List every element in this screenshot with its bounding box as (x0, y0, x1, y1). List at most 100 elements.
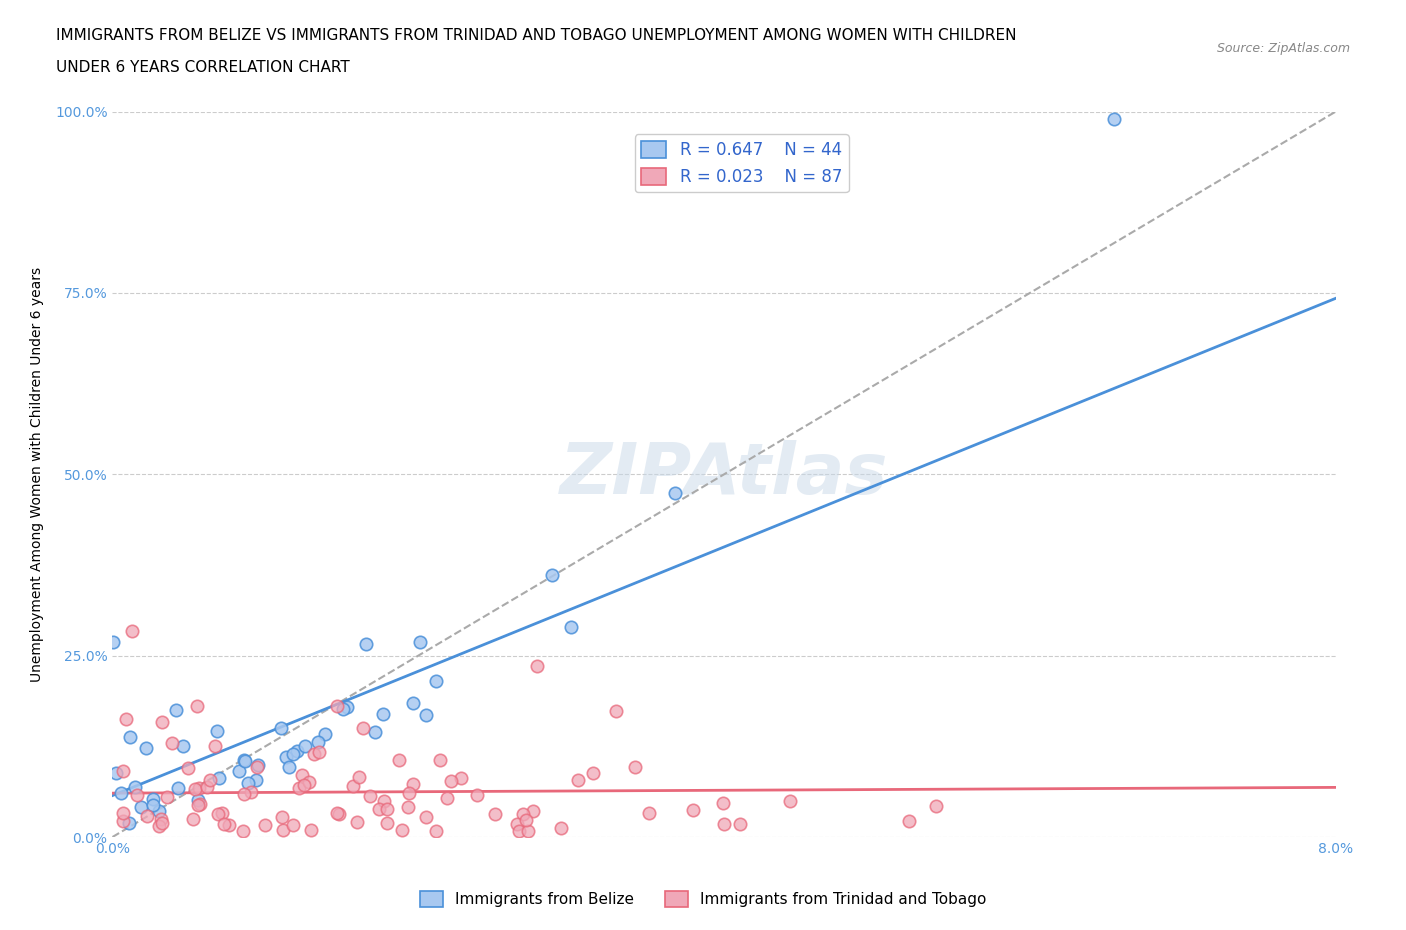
Point (150, 816, 173, 830)
Point (233, 754, 256, 769)
Point (429, 752, 451, 767)
Point (779, 794, 801, 809)
Point (567, 772, 589, 787)
Point (396, 799, 419, 814)
Point (281, 817, 304, 832)
Point (354, 637, 377, 652)
Point (246, 760, 269, 775)
Point (204, 738, 226, 753)
Point (388, 752, 411, 767)
Point (135, 809, 157, 824)
Point (624, 759, 647, 774)
Point (398, 786, 420, 801)
Point (270, 720, 292, 735)
Point (664, 486, 686, 501)
Point (187, 781, 209, 796)
Point (299, 823, 322, 838)
Point (302, 747, 325, 762)
Point (115, 711, 138, 726)
Point (897, 814, 920, 829)
Point (125, 788, 148, 803)
Point (352, 721, 374, 736)
Point (183, 812, 205, 827)
Point (233, 787, 256, 802)
Point (925, 799, 948, 814)
Point (121, 623, 143, 638)
Point (150, 811, 173, 826)
Point (605, 703, 627, 718)
Point (142, 792, 165, 807)
Point (124, 780, 146, 795)
Point (278, 760, 301, 775)
Point (118, 816, 141, 830)
Point (375, 816, 398, 830)
Point (540, 567, 562, 582)
Point (346, 814, 368, 829)
Point (197, 780, 219, 795)
Point (207, 807, 229, 822)
Point (183, 781, 205, 796)
Point (506, 817, 529, 831)
Point (148, 804, 170, 818)
Point (515, 812, 537, 827)
Point (359, 788, 381, 803)
Point (373, 793, 395, 808)
Point (526, 658, 548, 673)
Point (142, 798, 165, 813)
Point (111, 764, 134, 778)
Point (186, 698, 208, 713)
Point (212, 817, 235, 831)
Point (247, 758, 270, 773)
Point (165, 702, 187, 717)
Y-axis label: Unemployment Among Women with Children Under 6 years: Unemployment Among Women with Children U… (30, 267, 44, 682)
Point (582, 765, 605, 780)
Point (1102, 112, 1125, 126)
Point (368, 802, 391, 817)
Point (325, 698, 347, 713)
Text: IMMIGRANTS FROM BELIZE VS IMMIGRANTS FROM TRINIDAD AND TOBAGO UNEMPLOYMENT AMONG: IMMIGRANTS FROM BELIZE VS IMMIGRANTS FRO… (56, 28, 1017, 43)
Point (156, 790, 179, 804)
Point (110, 786, 132, 801)
Point (148, 818, 170, 833)
Point (401, 696, 423, 711)
Point (160, 735, 183, 750)
Point (436, 790, 458, 805)
Point (291, 767, 314, 782)
Point (232, 823, 254, 838)
Point (292, 777, 315, 792)
Point (711, 796, 734, 811)
Point (254, 818, 277, 833)
Point (336, 699, 359, 714)
Point (276, 750, 298, 764)
Point (450, 771, 472, 786)
Point (425, 673, 447, 688)
Point (638, 805, 661, 820)
Point (415, 708, 437, 723)
Point (105, 766, 128, 781)
Point (508, 824, 530, 839)
Point (522, 804, 544, 818)
Point (409, 634, 432, 649)
Point (415, 809, 437, 824)
Point (373, 707, 395, 722)
Legend: Immigrants from Belize, Immigrants from Trinidad and Tobago: Immigrants from Belize, Immigrants from … (413, 884, 993, 913)
Point (239, 785, 262, 800)
Point (425, 824, 447, 839)
Point (332, 702, 354, 717)
Point (391, 822, 413, 837)
Point (314, 726, 336, 741)
Point (118, 730, 141, 745)
Point (326, 805, 349, 820)
Point (188, 797, 211, 812)
Point (484, 806, 506, 821)
Point (285, 743, 308, 758)
Point (167, 780, 190, 795)
Legend: R = 0.647    N = 44, R = 0.023    N = 87: R = 0.647 N = 44, R = 0.023 N = 87 (634, 135, 849, 193)
Point (187, 797, 209, 812)
Point (288, 780, 311, 795)
Point (103, 635, 125, 650)
Point (135, 740, 157, 755)
Point (516, 824, 538, 839)
Point (270, 810, 292, 825)
Point (281, 747, 304, 762)
